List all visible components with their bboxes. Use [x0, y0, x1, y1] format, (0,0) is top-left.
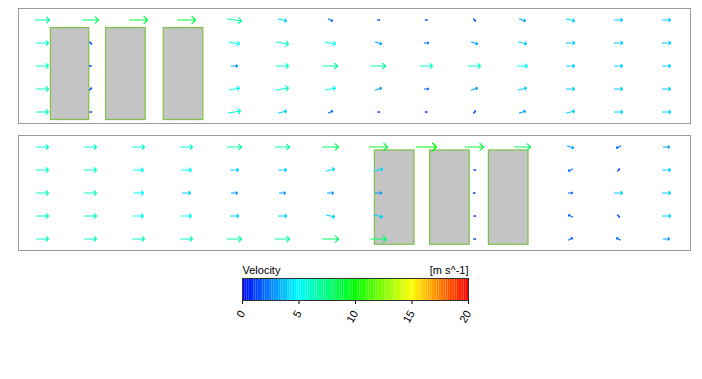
svg-text:0: 0: [234, 308, 247, 319]
svg-text:5: 5: [290, 308, 303, 319]
svg-text:15: 15: [400, 308, 417, 325]
svg-text:Velocity: Velocity: [243, 264, 281, 276]
svg-text:20: 20: [457, 308, 474, 325]
svg-text:10: 10: [344, 308, 361, 325]
svg-text:[m s^-1]: [m s^-1]: [430, 264, 469, 276]
